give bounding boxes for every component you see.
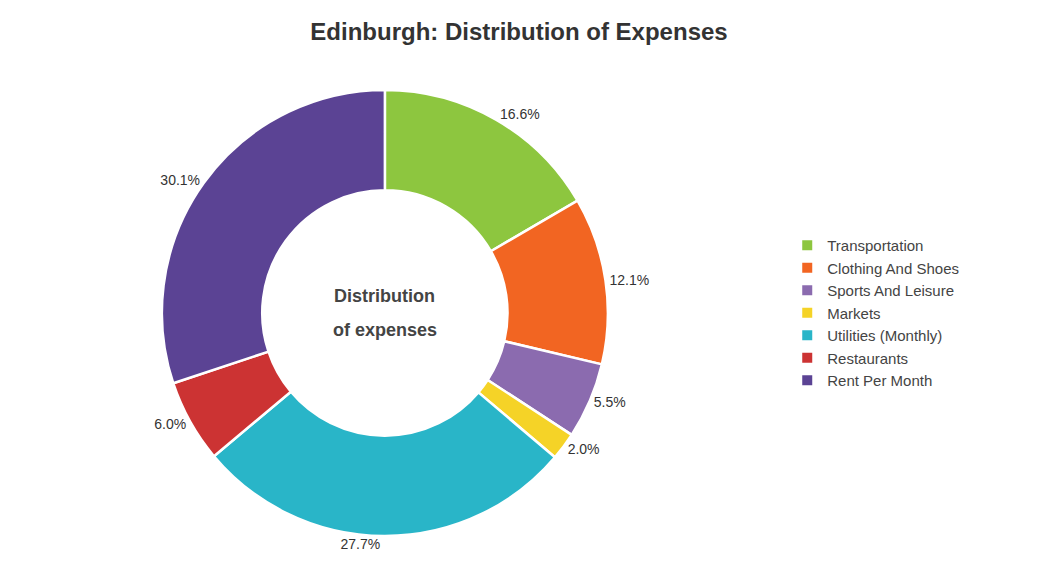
svg-text:2.0%: 2.0% [568, 441, 600, 457]
svg-text:Distribution: Distribution [334, 286, 435, 306]
svg-text:of expenses: of expenses [333, 320, 437, 340]
svg-text:16.6%: 16.6% [500, 106, 540, 122]
svg-text:5.5%: 5.5% [594, 394, 626, 410]
svg-text:12.1%: 12.1% [609, 272, 649, 288]
svg-text:Rent Per Month: Rent Per Month [827, 372, 932, 389]
svg-text:Restaurants: Restaurants [827, 350, 908, 367]
svg-text:Utilities (Monthly): Utilities (Monthly) [827, 327, 942, 344]
svg-text:30.1%: 30.1% [160, 172, 200, 188]
svg-text:6.0%: 6.0% [154, 416, 186, 432]
svg-text:Sports And Leisure: Sports And Leisure [827, 282, 954, 299]
svg-text:Markets: Markets [827, 305, 880, 322]
svg-text:Clothing And Shoes: Clothing And Shoes [827, 260, 959, 277]
svg-text:Edinburgh: Distribution of Exp: Edinburgh: Distribution of Expenses [310, 18, 727, 45]
svg-text:27.7%: 27.7% [340, 536, 380, 552]
svg-text:Transportation: Transportation [827, 237, 923, 254]
